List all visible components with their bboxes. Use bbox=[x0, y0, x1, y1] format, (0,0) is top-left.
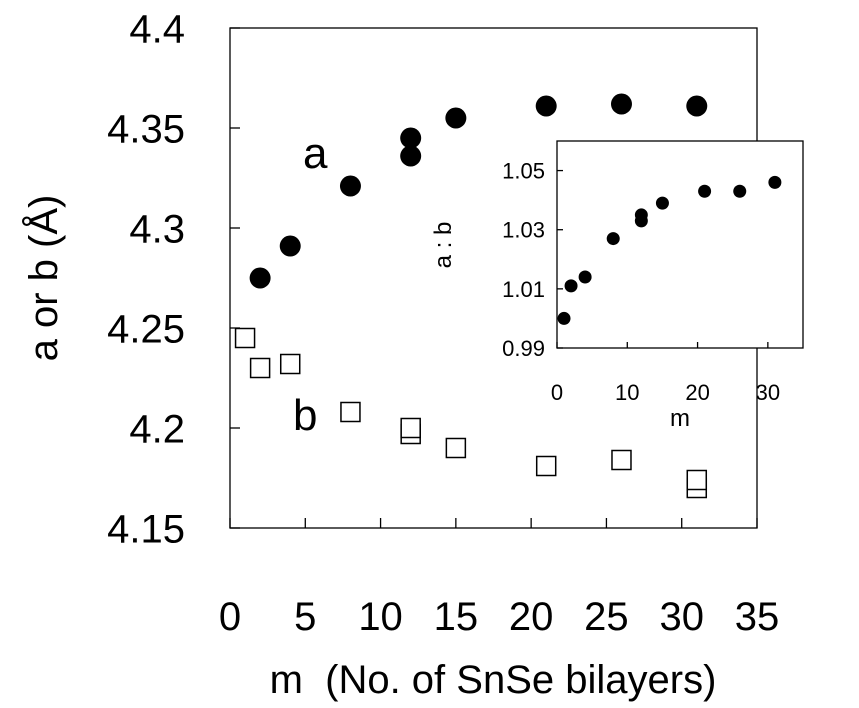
main-x-tick-label: 10 bbox=[358, 595, 403, 639]
main-y-axis-label: a or b (Å) bbox=[21, 195, 66, 362]
main-y-tick-label: 4.15 bbox=[107, 507, 185, 551]
main-x-tick-label: 35 bbox=[735, 595, 780, 639]
main-point-a bbox=[339, 175, 361, 197]
inset-point-ratio bbox=[606, 232, 620, 246]
main-x-tick-labels: 0 5 10 15 20 25 30 35 bbox=[219, 595, 779, 639]
main-point-a bbox=[249, 267, 271, 289]
inset-y-ticks bbox=[557, 169, 563, 349]
inset-x-tick-label: 30 bbox=[756, 380, 780, 405]
main-x-tick-label: 5 bbox=[294, 595, 316, 639]
inset-plot-frame bbox=[556, 140, 804, 349]
main-point-b bbox=[445, 437, 467, 459]
main-point-a bbox=[535, 95, 557, 117]
main-point-b bbox=[234, 327, 256, 349]
inset-point-ratio bbox=[655, 196, 669, 210]
inset-x-tick-label: 0 bbox=[551, 380, 563, 405]
inset-y-tick-label: 1.05 bbox=[502, 158, 545, 183]
main-y-tick-label: 4.3 bbox=[129, 207, 185, 251]
inset-y-tick-label: 1.01 bbox=[502, 277, 545, 302]
main-point-a bbox=[400, 127, 422, 149]
main-x-tick-label: 25 bbox=[584, 595, 629, 639]
main-point-b bbox=[279, 353, 301, 375]
inset-x-ticks bbox=[556, 342, 769, 348]
main-point-b bbox=[686, 469, 708, 491]
main-point-a bbox=[686, 95, 708, 117]
inset-point-ratio bbox=[557, 311, 571, 325]
main-point-b bbox=[611, 449, 632, 471]
inset-y-tick-labels: 0.99 1.01 1.03 1.05 bbox=[502, 158, 545, 360]
main-y-tick-label: 4.25 bbox=[107, 307, 185, 351]
main-x-tick-label: 0 bbox=[219, 595, 241, 639]
main-data-points bbox=[234, 93, 708, 499]
inset-point-ratio bbox=[768, 175, 782, 189]
inset-y-axis-label: a : b bbox=[430, 222, 457, 269]
main-point-b bbox=[340, 401, 361, 423]
inset-x-tick-label: 20 bbox=[685, 380, 709, 405]
inset-point-ratio bbox=[564, 279, 578, 293]
main-x-ticks bbox=[229, 518, 758, 528]
main-point-a bbox=[279, 235, 301, 257]
main-point-b bbox=[535, 455, 557, 477]
inset-point-ratio bbox=[698, 184, 712, 198]
main-y-tick-label: 4.2 bbox=[129, 407, 185, 451]
main-point-b bbox=[400, 417, 421, 439]
main-point-a bbox=[400, 145, 422, 167]
inset-x-tick-label: 10 bbox=[615, 380, 639, 405]
inset-y-tick-label: 0.99 bbox=[502, 336, 545, 361]
main-point-a bbox=[445, 107, 467, 129]
main-point-a bbox=[610, 93, 632, 115]
main-x-tick-label: 15 bbox=[434, 595, 479, 639]
main-y-tick-label: 4.4 bbox=[129, 7, 185, 51]
inset-point-ratio bbox=[634, 208, 648, 222]
series-label-b: b bbox=[293, 391, 317, 440]
inset-x-axis-label: m bbox=[670, 405, 690, 432]
inset-point-ratio bbox=[733, 184, 747, 198]
main-y-ticks bbox=[230, 27, 240, 529]
inset-plot: 0 10 20 30 0.99 1.01 1.03 1.05 m a : b bbox=[430, 140, 804, 432]
inset-y-tick-label: 1.03 bbox=[502, 218, 545, 243]
main-x-axis-label: m (No. of SnSe bilayers) bbox=[270, 658, 717, 702]
main-x-tick-label: 30 bbox=[659, 595, 704, 639]
main-y-tick-label: 4.35 bbox=[107, 107, 185, 151]
main-plot: 0 5 10 15 20 25 30 35 4.15 4.2 4.25 4.3 4.35 4.4 a b… bbox=[21, 7, 779, 702]
main-y-tick-labels: 4.15 4.2 4.25 4.3 4.35 4.4 bbox=[107, 7, 185, 551]
inset-data-points bbox=[557, 175, 782, 325]
main-point-b bbox=[249, 357, 271, 379]
series-label-a: a bbox=[303, 129, 328, 178]
main-x-tick-label: 20 bbox=[509, 595, 554, 639]
inset-point-ratio bbox=[578, 270, 592, 284]
inset-x-tick-labels: 0 10 20 30 bbox=[551, 380, 780, 405]
